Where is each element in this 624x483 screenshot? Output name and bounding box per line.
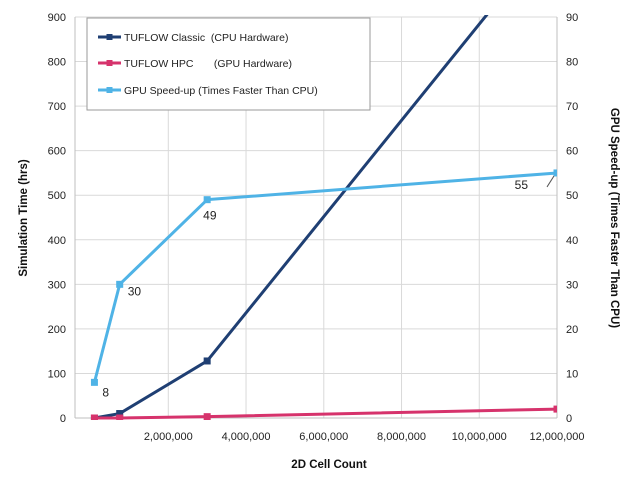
- y-left-tick-label: 600: [48, 146, 66, 158]
- legend-box: [86, 17, 371, 111]
- x-tick-label: 2,000,000: [144, 431, 193, 443]
- x-tick-label: 6,000,000: [299, 431, 348, 443]
- y-right-tick-label: 50: [566, 190, 578, 202]
- right-y-axis-title: GPU Speed-up (Times Faster Than CPU): [608, 108, 620, 328]
- series-line: [94, 15, 489, 420]
- data-label-leader-line: [546, 175, 555, 188]
- legend: TUFLOW Classic (CPU Hardware) TUFLOW HPC…: [86, 17, 371, 111]
- y-left-tick-label: 800: [48, 57, 66, 69]
- y-left-tick-label: 100: [48, 368, 66, 380]
- y-right-tick-label: 90: [566, 12, 578, 24]
- data-point-marker: [90, 378, 98, 386]
- x-tick-label: 10,000,000: [452, 431, 507, 443]
- legend-label-tuflow-classic: TUFLOW Classic (CPU Hardware): [124, 32, 289, 44]
- series-1: [90, 405, 557, 420]
- y-left-tick-label: 500: [48, 190, 66, 202]
- y-right-tick-label: 80: [566, 57, 578, 69]
- y-right-tick-label: 60: [566, 146, 578, 158]
- legend-item-tuflow-classic: TUFLOW Classic (CPU Hardware): [98, 32, 289, 44]
- legend-label-tuflow-hpc: TUFLOW HPC (GPU Hardware): [124, 58, 292, 70]
- y-right-tick-label: 10: [566, 368, 578, 380]
- data-point-marker: [116, 280, 124, 288]
- legend-swatch-marker: [106, 87, 113, 93]
- legend-swatch-marker: [106, 60, 113, 66]
- x-axis-title: 2D Cell Count: [291, 459, 367, 471]
- y-left-tick-label: 400: [48, 235, 66, 247]
- series-2: [90, 169, 557, 386]
- y-right-tick-label: 70: [566, 101, 578, 113]
- y-right-tick-label: 30: [566, 279, 578, 291]
- data-point-marker: [553, 405, 557, 413]
- legend-label-gpu-speedup: GPU Speed-up (Times Faster Than CPU): [124, 85, 318, 97]
- data-point-marker: [203, 196, 211, 204]
- y-left-tick-label: 0: [60, 413, 66, 425]
- data-labels: 8 30 49 55: [102, 175, 555, 399]
- series-line: [94, 407, 557, 420]
- y-left-tick-label: 700: [48, 101, 66, 113]
- data-point-marker: [203, 413, 211, 420]
- tick-labels: 0 100 200 300 400 500 600 700 800 900 0 10 20 30 40 50 6…: [48, 12, 585, 443]
- y-left-tick-label: 900: [48, 12, 66, 24]
- data-point-marker: [116, 414, 124, 420]
- legend-item-tuflow-hpc: TUFLOW HPC (GPU Hardware): [98, 58, 292, 70]
- series-layer: [90, 15, 557, 420]
- legend-item-gpu-speedup: GPU Speed-up (Times Faster Than CPU): [98, 85, 318, 97]
- y-left-tick-label: 300: [48, 279, 66, 291]
- data-label: 30: [128, 284, 142, 298]
- data-label: 49: [203, 209, 217, 223]
- y-right-tick-label: 40: [566, 235, 578, 247]
- data-point-marker: [553, 169, 557, 177]
- data-point-marker: [90, 414, 98, 420]
- x-tick-label: 4,000,000: [222, 431, 271, 443]
- data-label: 8: [102, 385, 109, 399]
- data-point-marker: [116, 410, 124, 418]
- x-tick-label: 12,000,000: [529, 431, 584, 443]
- data-point-marker: [203, 357, 211, 365]
- data-label: 55: [515, 178, 529, 192]
- left-y-axis-title: Simulation Time (hrs): [18, 159, 30, 277]
- x-tick-label: 8,000,000: [377, 431, 426, 443]
- y-right-tick-label: 0: [566, 413, 572, 425]
- series-line: [92, 171, 557, 383]
- legend-swatch-marker: [106, 34, 113, 40]
- y-left-tick-label: 200: [48, 324, 66, 336]
- y-right-tick-label: 20: [566, 324, 578, 336]
